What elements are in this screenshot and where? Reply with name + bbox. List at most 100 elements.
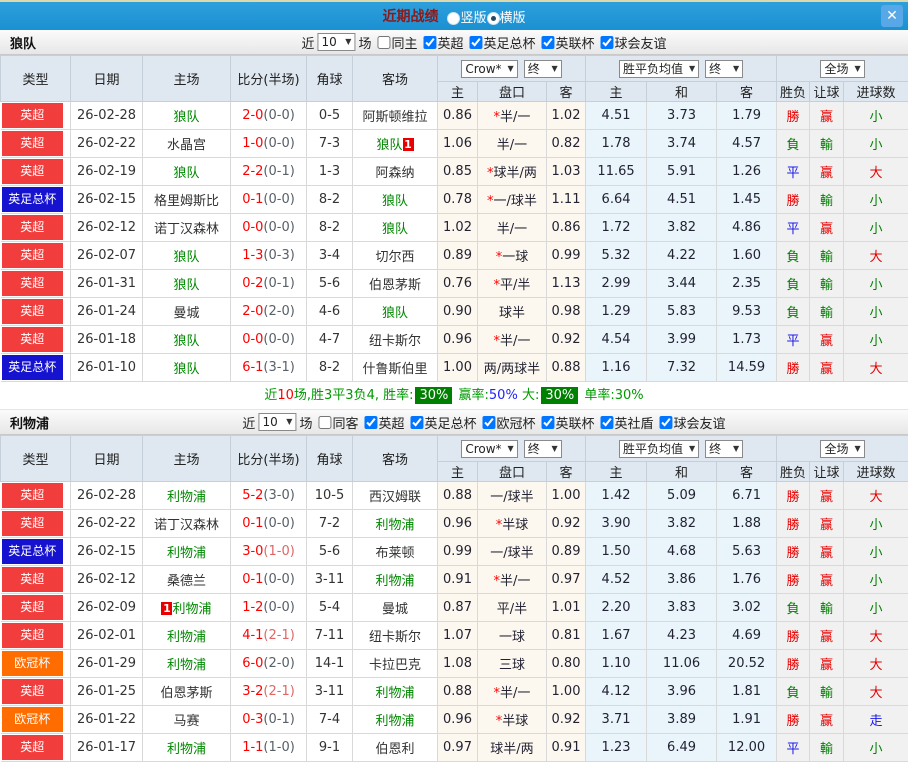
crow-away-odds: 1.00 <box>547 678 586 706</box>
avg-away-odds: 1.73 <box>717 326 777 354</box>
summary-text-0: 近 <box>264 388 277 403</box>
away-team-name: 利物浦 <box>375 574 414 589</box>
avg-away-odds: 3.02 <box>717 594 777 622</box>
match-date: 26-02-15 <box>71 186 143 214</box>
match-date: 26-01-24 <box>71 298 143 326</box>
home-team: 狼队 <box>143 158 231 186</box>
result-goals: 小 <box>844 734 908 762</box>
halftime-score: (0-0) <box>263 220 294 235</box>
league-checkbox-4[interactable] <box>601 416 614 429</box>
league-checkbox-3[interactable] <box>542 416 555 429</box>
corners: 3-11 <box>307 566 353 594</box>
handicap-value: 两/两球半 <box>484 362 540 377</box>
result-goals: 小 <box>844 102 908 130</box>
league-checkbox-1[interactable] <box>410 416 423 429</box>
sub-header-8: 进球数 <box>844 82 908 102</box>
handicap: 平/半 <box>478 594 547 622</box>
avg-final-select[interactable]: 终▼ <box>705 440 743 458</box>
score: 4-1(2-1) <box>231 622 307 650</box>
league-checkbox-2[interactable] <box>542 36 555 49</box>
league-checkbox-5[interactable] <box>660 416 673 429</box>
result-wdl: 勝 <box>777 186 810 214</box>
venue-checkbox[interactable] <box>377 36 390 49</box>
avg-away-odds: 1.81 <box>717 678 777 706</box>
away-team: 利物浦 <box>353 566 438 594</box>
away-team-name: 利物浦 <box>375 686 414 701</box>
chevron-down-icon: ▼ <box>345 34 351 50</box>
league-checkbox-0[interactable] <box>423 36 436 49</box>
halftime-score: (3-0) <box>263 488 294 503</box>
league-checkbox-1[interactable] <box>470 36 483 49</box>
col-header-0: 类型 <box>1 436 71 482</box>
avg-home-odds: 1.67 <box>586 622 647 650</box>
home-team: 伯恩茅斯 <box>143 678 231 706</box>
score: 0-3(0-1) <box>231 706 307 734</box>
layout-radio-group: 竖版横版 <box>447 7 525 26</box>
away-team-name: 伯恩利 <box>375 742 414 757</box>
avg-away-odds: 4.69 <box>717 622 777 650</box>
avg-draw-odds: 3.82 <box>647 510 717 538</box>
venue-checkbox[interactable] <box>318 416 331 429</box>
close-button[interactable]: ✕ <box>881 5 903 27</box>
result-goals: 小 <box>844 298 908 326</box>
result-goals: 大 <box>844 354 908 382</box>
col-header-3: 比分(半场) <box>231 56 307 102</box>
home-team-name: 狼队 <box>173 250 199 265</box>
league-cell: 英超 <box>1 102 71 130</box>
league-checkbox-label-3: 球会友谊 <box>615 33 667 52</box>
layout-radio-1[interactable] <box>487 12 500 25</box>
odds-source-select[interactable]: Crow*▼ <box>461 60 517 78</box>
odds-final-select[interactable]: 终▼ <box>524 60 562 78</box>
sub-header-3: 主 <box>586 462 647 482</box>
home-team: 利物浦 <box>143 734 231 762</box>
avg-final-select[interactable]: 终▼ <box>705 60 743 78</box>
layout-radio-0[interactable] <box>447 12 460 25</box>
avg-away-odds: 4.57 <box>717 130 777 158</box>
league-checkbox-0[interactable] <box>364 416 377 429</box>
scope-select[interactable]: 全场▼ <box>820 60 864 78</box>
home-team-name: 水晶宫 <box>167 138 206 153</box>
match-count-select[interactable]: 10▼ <box>317 33 355 51</box>
league-type-badge: 英超 <box>2 595 64 620</box>
home-team: 狼队 <box>143 242 231 270</box>
crow-away-odds: 0.92 <box>547 706 586 734</box>
league-checkbox-3[interactable] <box>601 36 614 49</box>
chevron-down-icon: ▼ <box>733 441 739 457</box>
home-team-name: 格里姆斯比 <box>154 194 219 209</box>
avg-home-odds: 1.29 <box>586 298 647 326</box>
odds-source-select[interactable]: Crow*▼ <box>461 440 517 458</box>
corners: 7-11 <box>307 622 353 650</box>
avg-odds-select[interactable]: 胜平负均值▼ <box>619 440 699 458</box>
result-handicap: 輸 <box>810 270 844 298</box>
league-checkbox-2[interactable] <box>483 416 496 429</box>
avg-draw-odds: 4.22 <box>647 242 717 270</box>
crow-away-odds: 0.86 <box>547 214 586 242</box>
away-team: 曼城 <box>353 594 438 622</box>
crow-away-odds: 0.99 <box>547 242 586 270</box>
avg-odds-select[interactable]: 胜平负均值▼ <box>619 60 699 78</box>
match-date: 26-01-31 <box>71 270 143 298</box>
scope-select[interactable]: 全场▼ <box>820 440 864 458</box>
fulltime-score: 3-0 <box>242 544 263 559</box>
fulltime-score: 0-1 <box>242 192 263 207</box>
league-cell: 欧冠杯 <box>1 706 71 734</box>
handicap-value: 三球 <box>499 658 525 673</box>
odds-final-select[interactable]: 终▼ <box>524 440 562 458</box>
home-team-name: 诺丁汉森林 <box>154 222 219 237</box>
sub-header-0: 主 <box>438 82 478 102</box>
match-count-select[interactable]: 10▼ <box>258 413 296 431</box>
away-team-name: 布莱顿 <box>375 546 414 561</box>
avg-draw-odds: 3.99 <box>647 326 717 354</box>
layout-radio-label-1: 横版 <box>500 11 526 26</box>
avg-home-odds: 2.20 <box>586 594 647 622</box>
away-team: 布莱顿 <box>353 538 438 566</box>
match-date: 26-02-22 <box>71 510 143 538</box>
result-wdl: 負 <box>777 594 810 622</box>
handicap: *一球 <box>478 242 547 270</box>
avg-home-odds: 4.52 <box>586 566 647 594</box>
